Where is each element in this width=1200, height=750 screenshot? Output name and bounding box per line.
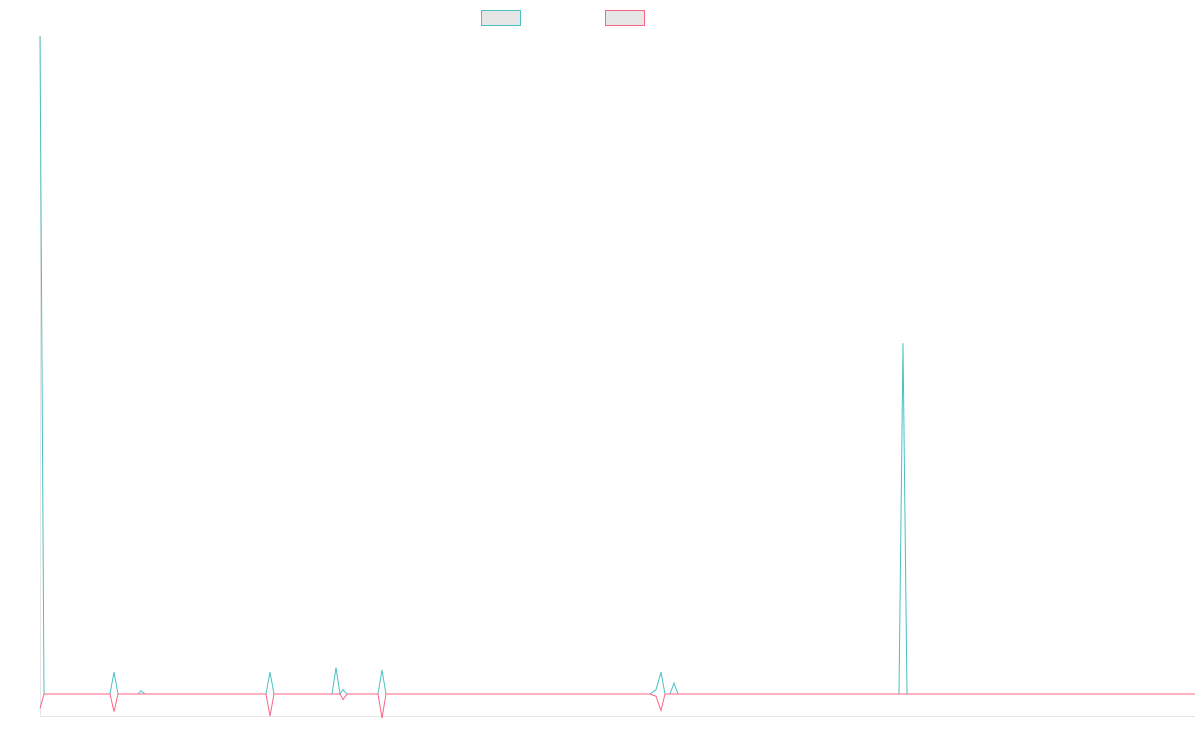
series-line xyxy=(39,693,1195,719)
legend-swatch[interactable] xyxy=(605,10,645,26)
series-line xyxy=(39,35,1195,696)
legend-swatch[interactable] xyxy=(481,10,521,26)
